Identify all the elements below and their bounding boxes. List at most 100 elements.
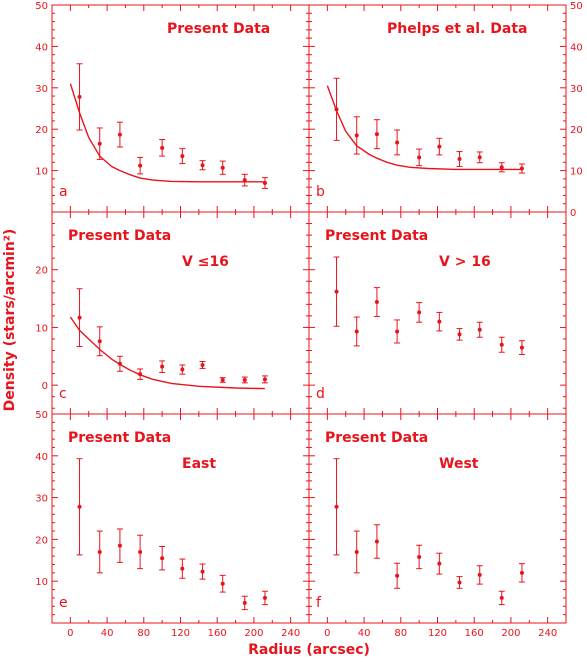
panel-e-xtick-label: 160 — [208, 628, 227, 639]
panel-c: 0 10 20 Present Data V ≤16 c — [35, 211, 310, 415]
panel-f-xtick-label: 80 — [394, 628, 407, 639]
panel-a-point-6 — [200, 163, 205, 168]
panel-b-model-curve — [326, 85, 522, 171]
panel-a-model-curve — [69, 83, 265, 183]
panel-f-xtick-label: 200 — [501, 628, 520, 639]
panel-c-point-3 — [138, 372, 143, 377]
panel-e-xtick-label: 240 — [281, 628, 300, 639]
panel-f-subtitle: West — [439, 456, 479, 472]
panels: 10 20 30 40 50 Present Data a 0 10 20 30 40 50 Phelps… — [35, 1, 582, 639]
panel-f-xtick-label: 120 — [428, 628, 447, 639]
panel-f-point-0 — [334, 504, 339, 509]
panel-a-point-3 — [138, 163, 143, 168]
panel-e-point-1 — [97, 549, 102, 554]
panel-e-xtick-label: 200 — [244, 628, 263, 639]
panel-f: 0 40 80 120 160 200 240 Present Data West f — [308, 413, 567, 639]
panel-d-point-7 — [477, 327, 482, 332]
panel-c-point-7 — [220, 377, 225, 382]
panel-a-point-9 — [262, 181, 267, 186]
panel-f-letter: f — [316, 595, 322, 611]
panel-d: Present Data V > 16 d — [308, 211, 567, 415]
panel-e-point-9 — [262, 595, 267, 600]
panel-f-xtick-label: 240 — [538, 628, 557, 639]
panel-c-point-9 — [262, 377, 267, 382]
panel-b-point-8 — [499, 165, 504, 170]
panel-a-point-1 — [97, 141, 102, 146]
panel-c-point-4 — [160, 364, 165, 369]
panel-c-ytick-label: 20 — [35, 266, 48, 277]
panel-d-point-0 — [334, 289, 339, 294]
panel-c-point-8 — [242, 377, 247, 382]
panel-b-ytick-label: 30 — [570, 84, 583, 95]
panel-e-ytick-label: 10 — [35, 577, 48, 588]
panel-f-point-4 — [417, 554, 422, 559]
panel-e-ytick-label: 50 — [35, 410, 48, 421]
y-axis-label: Density (stars/arcmin²) — [2, 229, 18, 412]
panel-b-ytick-label: 40 — [570, 42, 583, 53]
panel-e-point-3 — [138, 549, 143, 554]
panel-b-point-3 — [395, 140, 400, 145]
panel-c-ytick-label: 0 — [42, 381, 48, 392]
panel-d-point-8 — [499, 342, 504, 347]
panel-b-ytick-label: 20 — [570, 125, 583, 136]
panel-a-letter: a — [59, 184, 68, 200]
panel-e: 10 20 30 40 50 0 40 80 120 160 200 240 Present Data E… — [35, 410, 310, 639]
panel-a-ytick-label: 20 — [35, 125, 48, 136]
panel-a-point-2 — [117, 132, 122, 137]
panel-d-point-2 — [374, 300, 379, 305]
panel-d-letter: d — [316, 386, 325, 402]
panel-e-point-7 — [220, 581, 225, 586]
panel-a-ytick-label: 30 — [35, 84, 48, 95]
panel-f-point-5 — [437, 561, 442, 566]
panel-c-point-0 — [77, 315, 82, 320]
panel-f-point-9 — [519, 570, 524, 575]
panel-a-point-5 — [180, 154, 185, 159]
panel-b-ytick-label: 50 — [570, 1, 583, 12]
panel-c-point-6 — [200, 362, 205, 367]
panel-d-point-1 — [354, 329, 359, 334]
panel-f-point-2 — [374, 539, 379, 544]
panel-e-xtick-label: 120 — [171, 628, 190, 639]
panel-b-ytick-label: 10 — [570, 167, 583, 178]
panel-f-point-7 — [477, 572, 482, 577]
panel-e-point-4 — [160, 556, 165, 561]
panel-a-title: Present Data — [167, 21, 270, 37]
panel-d-point-5 — [437, 319, 442, 324]
panel-e-xtick-label: 0 — [67, 628, 73, 639]
panel-c-letter: c — [59, 386, 67, 402]
panel-d-subtitle: V > 16 — [439, 254, 491, 270]
panel-d-title: Present Data — [325, 228, 428, 244]
panel-a-ytick-label: 50 — [35, 1, 48, 12]
panel-c-point-2 — [117, 361, 122, 366]
panel-e-point-2 — [117, 543, 122, 548]
panel-b-point-4 — [417, 155, 422, 160]
panel-e-point-6 — [200, 569, 205, 574]
panel-e-ytick-label: 20 — [35, 535, 48, 546]
x-axis-label: Radius (arcsec) — [248, 642, 370, 658]
panel-b-point-0 — [334, 107, 339, 112]
panel-f-point-1 — [354, 549, 359, 554]
panel-e-ytick-label: 30 — [35, 494, 48, 505]
panel-b-ytick-label: 0 — [570, 208, 576, 219]
panel-d-point-9 — [519, 345, 524, 350]
panel-b-point-6 — [457, 157, 462, 162]
panel-d-point-6 — [457, 332, 462, 337]
panel-b-point-5 — [437, 144, 442, 149]
panel-d-point-3 — [395, 329, 400, 334]
panel-f-title: Present Data — [325, 430, 428, 446]
panel-e-title: Present Data — [68, 430, 171, 446]
panel-c-subtitle: V ≤16 — [182, 254, 229, 270]
panel-f-xtick-label: 0 — [324, 628, 330, 639]
panel-f-xtick-label: 40 — [358, 628, 371, 639]
panel-e-ytick-label: 40 — [35, 452, 48, 463]
panel-c-point-1 — [97, 339, 102, 344]
panel-a-point-0 — [77, 94, 82, 99]
panel-c-model-curve — [69, 316, 265, 390]
panel-f-point-3 — [395, 573, 400, 578]
panel-b-letter: b — [316, 184, 325, 200]
panel-f-xtick-label: 160 — [465, 628, 484, 639]
panel-e-xtick-label: 80 — [137, 628, 150, 639]
panel-b-point-1 — [354, 133, 359, 138]
